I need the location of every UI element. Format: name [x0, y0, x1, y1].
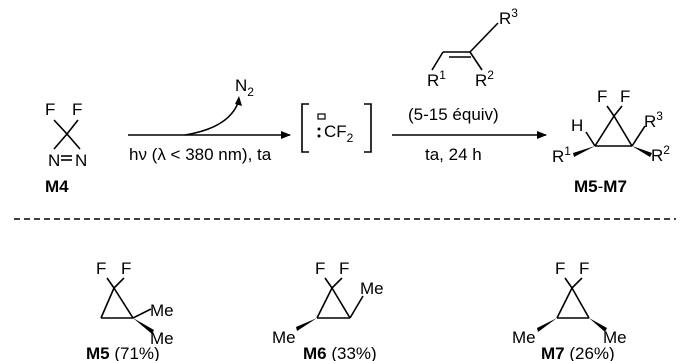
bond — [594, 115, 615, 147]
substituent-me: Me — [603, 328, 627, 347]
substituent-r3: R3 — [499, 6, 518, 28]
compound-label-m6: M6 (33%) — [303, 344, 377, 361]
example-m6: F F Me Me M6 (33%) — [272, 259, 384, 361]
bracket-right — [364, 103, 372, 153]
bond — [613, 105, 623, 117]
bond — [564, 277, 573, 289]
bond — [631, 125, 646, 147]
atom-f: F — [121, 259, 131, 278]
bond — [113, 287, 134, 319]
atom-h: H — [571, 116, 583, 135]
substituent-r1: R1 — [552, 144, 571, 166]
atom-n: N — [48, 151, 60, 170]
reaction-arrow-1: N2 hν (λ < 380 nm), ta — [128, 76, 291, 164]
bond — [606, 105, 615, 117]
atom-f: F — [72, 100, 82, 119]
atom-f: F — [597, 87, 607, 106]
n2-label: N2 — [235, 76, 254, 99]
bond — [66, 119, 79, 135]
alkene-reagent: R3 R1 R2 — [427, 6, 518, 90]
bond — [106, 277, 115, 289]
bond — [571, 277, 583, 289]
condition-time: ta, 24 h — [425, 145, 482, 164]
wedge-bond — [632, 146, 652, 157]
product-m5-m7: F F H R1 R3 R2 M5-M7 — [552, 87, 670, 196]
compound-label-product: M5-M7 — [574, 177, 627, 196]
bond — [431, 51, 444, 71]
atom-f: F — [96, 259, 106, 278]
substituent-r2: R2 — [651, 143, 670, 165]
bond — [113, 277, 125, 289]
bond — [132, 308, 152, 319]
cf2-label: CF2 — [324, 122, 354, 145]
condition-equiv: (5-15 équiv) — [408, 105, 499, 124]
diazirine-m4: F F N N M4 — [45, 100, 87, 196]
wedge-bond — [573, 146, 595, 157]
wedge-bond — [133, 318, 154, 334]
bond — [331, 277, 343, 289]
compound-label-m5: M5 (71%) — [86, 344, 160, 361]
atom-f: F — [620, 87, 630, 106]
bracket-left — [301, 103, 309, 153]
atom-f: F — [315, 259, 325, 278]
bond — [53, 133, 68, 150]
bond — [100, 287, 115, 319]
bond — [66, 133, 81, 150]
bond — [331, 287, 351, 319]
bond — [585, 131, 596, 147]
curved-arrow-head — [235, 96, 242, 106]
substituent-me: Me — [150, 301, 174, 320]
bond — [469, 22, 499, 53]
bond — [556, 287, 573, 319]
substituent-me: Me — [272, 328, 296, 347]
bond — [53, 119, 68, 135]
substituent-r2: R2 — [475, 68, 494, 90]
condition-light: hν (λ < 380 nm), ta — [129, 145, 272, 164]
bond — [571, 287, 590, 319]
substituent-r3: R3 — [644, 109, 663, 131]
compound-label-m7: M7 (26%) — [541, 344, 615, 361]
example-m5: F F Me Me M5 (71%) — [86, 259, 174, 361]
lone-pair-icon — [317, 134, 321, 138]
bond — [349, 295, 364, 319]
substituent-me: Me — [360, 279, 384, 298]
substituent-me: Me — [512, 328, 536, 347]
reaction-arrow-2: (5-15 équiv) ta, 24 h — [392, 105, 547, 164]
bond — [324, 277, 333, 289]
curved-arrow — [184, 102, 239, 136]
carbene-intermediate: CF2 — [301, 103, 372, 153]
atom-n: N — [75, 151, 87, 170]
wedge-bond — [537, 318, 557, 332]
atom-f: F — [555, 259, 565, 278]
atom-f: F — [339, 259, 349, 278]
substituent-me: Me — [150, 329, 174, 348]
empty-orbital-icon — [317, 113, 326, 120]
bond — [469, 51, 483, 71]
lone-pair-icon — [317, 127, 321, 131]
atom-f: F — [45, 100, 55, 119]
bond — [316, 287, 333, 319]
example-m7: F F Me Me M7 (26%) — [512, 259, 627, 361]
bond — [613, 115, 633, 147]
substituent-r1: R1 — [427, 68, 446, 90]
wedge-bond — [296, 318, 317, 331]
atom-f: F — [579, 259, 589, 278]
compound-label-m4: M4 — [45, 177, 69, 196]
wedge-bond — [589, 318, 607, 332]
